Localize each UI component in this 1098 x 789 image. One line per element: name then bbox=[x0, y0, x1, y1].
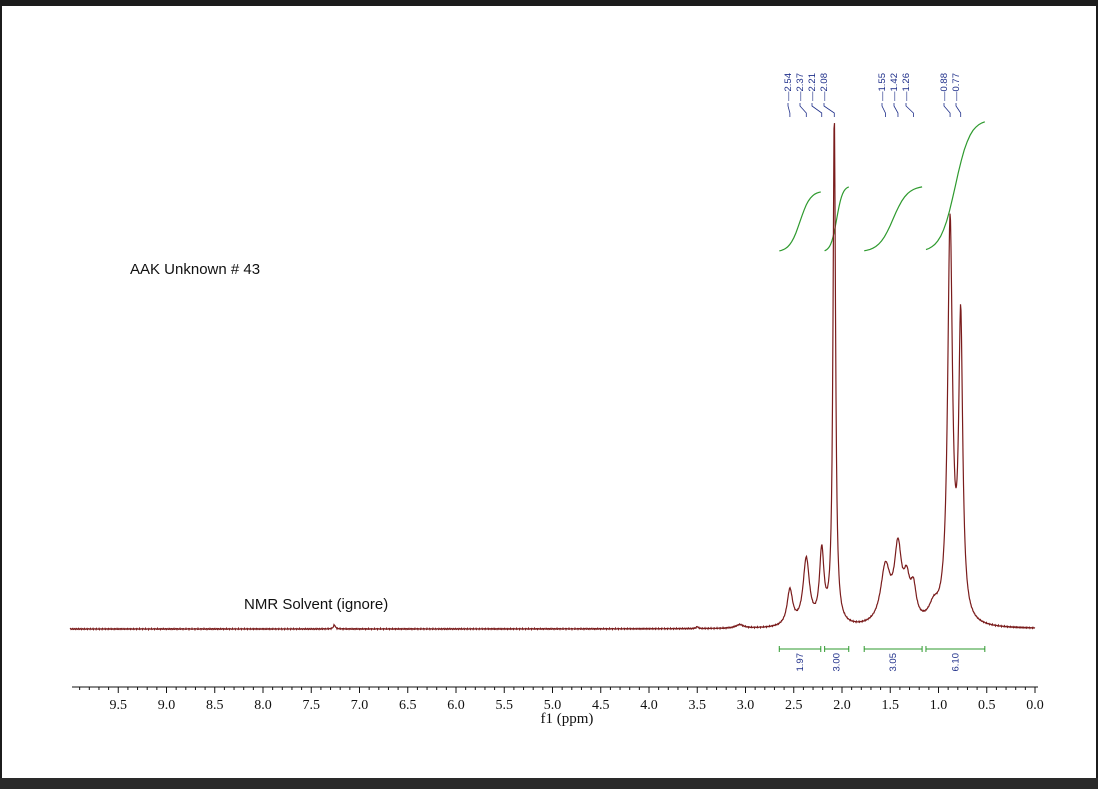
x-tick-label: 1.5 bbox=[882, 698, 900, 713]
x-tick-label: 4.0 bbox=[640, 698, 658, 713]
x-tick-label: 1.0 bbox=[930, 698, 948, 713]
peak-label: —2.54 bbox=[783, 73, 794, 101]
integral-brackets: 1.97 3.00 3.05 6.10 bbox=[778, 646, 986, 672]
integral-value: 3.00 bbox=[832, 653, 843, 672]
x-tick-label: 5.0 bbox=[544, 698, 562, 713]
peak-label: —2.37 bbox=[795, 73, 806, 101]
x-tick-label: 9.0 bbox=[158, 698, 176, 713]
x-tick-label: 3.0 bbox=[737, 698, 755, 713]
peak-label-leader bbox=[881, 103, 886, 117]
peak-label: —1.42 bbox=[889, 73, 900, 101]
peak-labels: —2.54 —2.37 —2.21 —2.08 —1.55 —1.42 —1.26 —0.88… bbox=[783, 73, 962, 117]
x-tick-label: 8.5 bbox=[206, 698, 224, 713]
x-tick-label: 0.5 bbox=[978, 698, 996, 713]
peak-label-leader bbox=[943, 103, 951, 117]
peak-label: —2.08 bbox=[819, 73, 830, 101]
x-tick-label: 8.0 bbox=[254, 698, 272, 713]
integral-value: 3.05 bbox=[888, 653, 899, 672]
x-tick-label: 7.0 bbox=[351, 698, 369, 713]
peak-label-leader bbox=[893, 103, 899, 117]
peak-label-leader bbox=[811, 103, 823, 117]
x-axis-label: f1 (ppm) bbox=[541, 711, 594, 727]
x-tick-label: 4.5 bbox=[592, 698, 610, 713]
x-tick-label: 2.0 bbox=[833, 698, 851, 713]
integral-curve bbox=[779, 191, 821, 252]
nmr-page: AAK Unknown # 43 NMR Solvent (ignore) —2… bbox=[2, 6, 1096, 778]
nmr-spectrum-chart: AAK Unknown # 43 NMR Solvent (ignore) —2… bbox=[69, 73, 1044, 727]
integral-curves bbox=[779, 121, 986, 252]
x-tick-label: 6.0 bbox=[447, 698, 465, 713]
integral-curve bbox=[925, 121, 986, 251]
integral-value: 6.10 bbox=[950, 653, 961, 672]
x-tick-label: 3.5 bbox=[689, 698, 707, 713]
solvent-annotation: NMR Solvent (ignore) bbox=[244, 596, 388, 613]
spectrum-line bbox=[69, 123, 1036, 632]
integral-value: 1.97 bbox=[795, 653, 806, 672]
x-tick-label: 9.5 bbox=[110, 698, 128, 713]
integral-curve bbox=[824, 186, 850, 252]
peak-label: —0.88 bbox=[939, 73, 950, 101]
x-ticks: 9.5 9.0 8.5 8.0 7.5 7.0 6.5 6.0 5.5 5.0 4.5 4.0 3.5 3… bbox=[79, 687, 1044, 713]
x-tick-label: 0.0 bbox=[1026, 698, 1044, 713]
x-tick-label: 2.5 bbox=[785, 698, 803, 713]
peak-label: —1.26 bbox=[901, 73, 912, 101]
peak-label-leader bbox=[955, 103, 962, 117]
bottom-strip bbox=[0, 778, 1098, 789]
x-tick-label: 7.5 bbox=[303, 698, 321, 713]
integral-curve bbox=[864, 186, 923, 252]
x-tick-label: 6.5 bbox=[399, 698, 417, 713]
peak-label: —1.55 bbox=[877, 73, 888, 101]
peak-label-leader bbox=[905, 103, 914, 117]
peak-label-leader bbox=[823, 103, 835, 117]
sample-title: AAK Unknown # 43 bbox=[130, 261, 260, 278]
peak-label-leader bbox=[799, 103, 807, 117]
x-tick-label: 5.5 bbox=[496, 698, 514, 713]
peak-label-leader bbox=[787, 103, 791, 117]
peak-label: —2.21 bbox=[807, 73, 818, 101]
peak-label: —0.77 bbox=[951, 73, 962, 101]
